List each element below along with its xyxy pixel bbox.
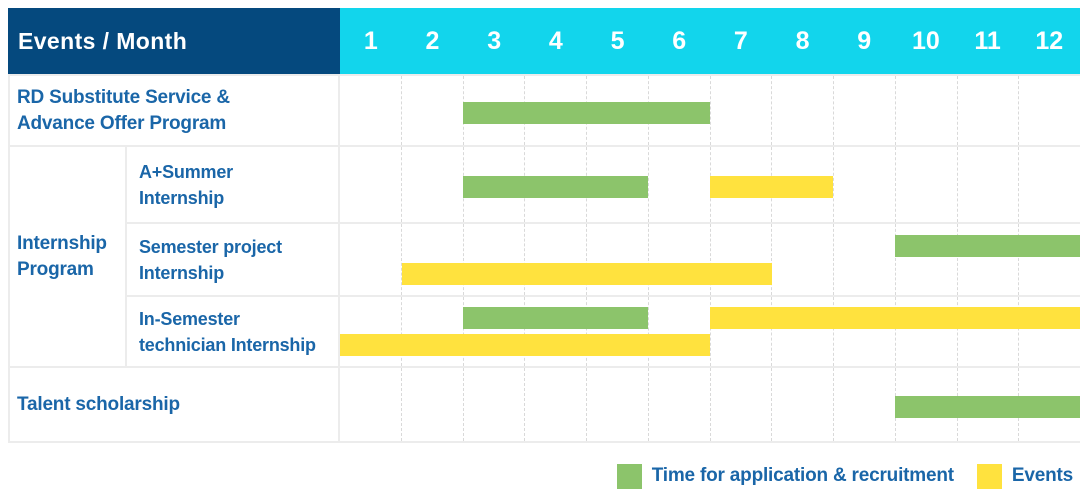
gantt-bar-application: [895, 395, 1080, 418]
row-label-semester-project: Semester project Internship: [127, 224, 340, 295]
header-row: Events / Month 1 2 3 4 5 6 7 8 9 10 11 12: [8, 8, 1080, 74]
month-header-12: 12: [1035, 26, 1064, 55]
table-row: A+Summer Internship: [127, 147, 1080, 222]
month-header-4: 4: [548, 26, 563, 55]
gantt-bar-application: [463, 101, 710, 124]
gantt-bar-events: [340, 334, 710, 357]
table-body: RD Substitute Service & Advance Offer Pr…: [8, 74, 1080, 443]
gantt-lane-cell: [340, 76, 1080, 145]
gantt-bar-application: [895, 235, 1080, 257]
internship-program-group: Internship Program A+Summer Internship S…: [10, 145, 1080, 366]
legend-entry-events: Events: [976, 463, 1073, 489]
table-row: RD Substitute Service & Advance Offer Pr…: [10, 74, 1080, 145]
month-header-9: 9: [857, 26, 872, 55]
row-label-talent-scholarship: Talent scholarship: [10, 368, 340, 441]
application-color-swatch: [616, 463, 642, 489]
table-row: Talent scholarship: [10, 366, 1080, 441]
events-color-swatch: [976, 463, 1002, 489]
legend-label-events: Events: [1011, 465, 1073, 486]
row-label-line: Advance Offer Program: [17, 112, 227, 134]
month-header-10: 10: [911, 26, 940, 55]
month-header-11: 11: [974, 26, 1001, 55]
row-label-rd-substitute: RD Substitute Service & Advance Offer Pr…: [10, 76, 340, 145]
group-label-line: Program: [17, 258, 94, 280]
row-label-a-plus-summer: A+Summer Internship: [127, 147, 340, 222]
header-title: Events / Month: [18, 27, 188, 54]
row-label-line: Internship: [139, 262, 225, 283]
gantt-lane-cell: [340, 224, 1080, 295]
group-label-line: Internship: [17, 232, 107, 254]
gantt-bar-application: [463, 175, 649, 198]
month-header-1: 1: [363, 26, 378, 55]
month-header-row: 1 2 3 4 5 6 7 8 9 10 11 12: [340, 8, 1080, 74]
row-label-line: Semester project: [139, 236, 282, 257]
month-header-8: 8: [795, 26, 810, 55]
row-label-in-semester-technician: In-Semester technician Internship: [127, 297, 340, 366]
row-label-line: A+Summer: [139, 161, 233, 182]
month-header-3: 3: [487, 26, 502, 55]
schedule-table: Events / Month 1 2 3 4 5 6 7 8 9 10 11 12 RD Substi…: [8, 8, 1080, 443]
month-header-5: 5: [610, 26, 625, 55]
row-label-line: Talent scholarship: [17, 393, 180, 415]
table-row: In-Semester technician Internship: [127, 295, 1080, 366]
gantt-bar-events: [710, 175, 834, 198]
row-label-line: technician Internship: [139, 334, 316, 355]
month-header-2: 2: [425, 26, 440, 55]
legend-entry-application: Time for application & recruitment: [616, 463, 954, 489]
month-header-7: 7: [733, 26, 748, 55]
gantt-lane-cell: [340, 297, 1080, 366]
legend: Time for application & recruitment Event…: [616, 463, 1073, 489]
group-sub-rows: A+Summer Internship Semester project Int…: [127, 147, 1080, 366]
gantt-bar-application: [463, 307, 649, 330]
row-label-line: Internship: [139, 187, 225, 208]
gantt-bar-events: [401, 262, 772, 285]
header-title-cell: Events / Month: [8, 8, 340, 74]
group-label-internship-program: Internship Program: [10, 147, 127, 366]
legend-label-application: Time for application & recruitment: [651, 465, 954, 486]
row-label-line: RD Substitute Service &: [17, 86, 230, 108]
month-gridlines: [340, 76, 1080, 145]
row-label-line: In-Semester: [139, 308, 240, 329]
gantt-bar-events: [710, 307, 1080, 330]
table-row: Semester project Internship: [127, 222, 1080, 295]
gantt-lane-cell: [340, 147, 1080, 222]
gantt-lane-cell: [340, 368, 1080, 441]
month-header-6: 6: [672, 26, 687, 55]
